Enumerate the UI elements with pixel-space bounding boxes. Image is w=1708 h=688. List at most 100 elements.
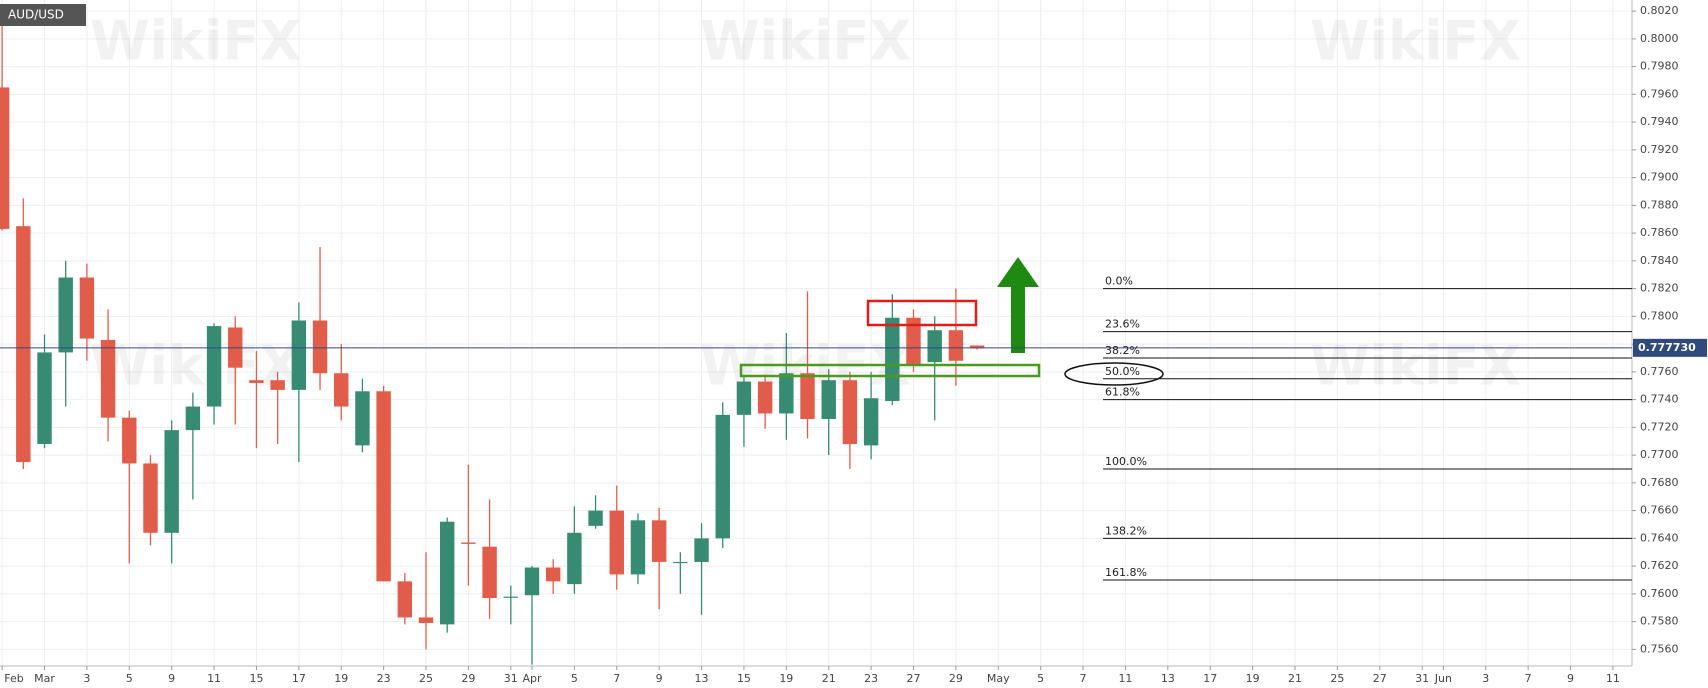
x-tick-label: 11: [207, 672, 221, 685]
candle-body: [821, 380, 836, 420]
fib-label: 161.8%: [1105, 566, 1147, 579]
y-tick-label: 0.8000: [1640, 32, 1679, 45]
y-tick-label: 0.7860: [1640, 226, 1679, 239]
y-tick-label: 0.7620: [1640, 559, 1679, 572]
x-tick-label: 15: [737, 672, 751, 685]
candle-body: [482, 546, 497, 599]
support-box: [739, 363, 1041, 378]
last-price-label: 0.777730: [1638, 341, 1696, 354]
candle-body: [397, 581, 413, 618]
candle-body: [16, 226, 31, 463]
candle-body: [567, 532, 582, 585]
fib-label: 50.0%: [1105, 365, 1140, 378]
fib-label: 100.0%: [1105, 455, 1147, 468]
candle-body: [927, 330, 942, 363]
candle-body: [885, 317, 900, 401]
candle-body: [715, 414, 730, 539]
candle-body: [524, 567, 540, 596]
x-tick-label: 19: [779, 672, 793, 685]
x-tick-label: 19: [1246, 672, 1260, 685]
y-tick-label: 0.7980: [1640, 60, 1679, 73]
x-tick-label: 9: [168, 672, 175, 685]
x-tick-label: 21: [1288, 672, 1302, 685]
candle-body: [376, 391, 391, 582]
x-tick-label: 11: [1606, 672, 1620, 685]
y-tick-label: 0.7560: [1640, 642, 1679, 655]
candle-body: [143, 463, 158, 533]
y-tick-label: 0.7640: [1640, 531, 1679, 544]
y-tick-label: 0.7940: [1640, 115, 1679, 128]
candle-body: [503, 596, 519, 598]
x-tick-label: 5: [1037, 672, 1044, 685]
y-tick-label: 0.7600: [1640, 587, 1679, 600]
x-tick-label: Mar: [34, 672, 55, 685]
x-tick-label: 31: [1415, 672, 1429, 685]
x-tick-label: 3: [83, 672, 90, 685]
candle-body: [355, 391, 370, 446]
y-tick-label: 0.7840: [1640, 254, 1679, 267]
x-tick-label: 7: [613, 672, 620, 685]
candle-body: [906, 317, 921, 365]
y-tick-label: 0.7800: [1640, 309, 1679, 322]
x-tick-label: 17: [292, 672, 306, 685]
candle-body: [58, 277, 73, 353]
last-price-tag: [1633, 338, 1707, 357]
y-tick-label: 0.7820: [1640, 282, 1679, 295]
x-tick-label: 21: [822, 672, 836, 685]
x-tick-label: 13: [695, 672, 709, 685]
candle-body: [630, 520, 646, 575]
x-tick-label: 25: [1330, 672, 1344, 685]
watermark: WikiFX: [90, 335, 301, 398]
candle-body: [779, 373, 794, 414]
x-tick-label: 29: [949, 672, 963, 685]
x-tick-label: 25: [419, 672, 433, 685]
symbol-box: [0, 4, 86, 26]
candle-body: [312, 320, 328, 374]
candle-body: [164, 430, 179, 533]
fib-label: 38.2%: [1105, 344, 1140, 357]
x-tick-label: Feb: [4, 672, 23, 685]
candle-body: [651, 520, 667, 562]
watermark: WikiFX: [700, 10, 911, 73]
watermark: WikiFX: [1310, 10, 1521, 73]
candle-body: [461, 542, 476, 544]
x-tick-label: 5: [126, 672, 133, 685]
x-tick-label: 27: [1373, 672, 1387, 685]
x-tick-label: 11: [1118, 672, 1132, 685]
candle-body: [100, 339, 116, 418]
candle-body: [79, 277, 95, 339]
x-tick-label: 17: [1203, 672, 1217, 685]
candle-body: [609, 510, 624, 575]
candle-body: [800, 373, 815, 420]
y-tick-label: 0.7680: [1640, 476, 1679, 489]
y-tick-label: 0.7920: [1640, 143, 1679, 156]
y-tick-label: 0.7900: [1640, 171, 1679, 184]
x-tick-label: 7: [1525, 672, 1532, 685]
candle-body: [545, 567, 561, 582]
y-tick-label: 0.7760: [1640, 365, 1679, 378]
x-tick-label: 15: [249, 672, 263, 685]
x-tick-label: 27: [906, 672, 920, 685]
x-tick-label: May: [987, 672, 1010, 685]
candle-body: [440, 521, 455, 625]
candle-body: [249, 380, 264, 383]
candle-body: [736, 381, 752, 415]
y-tick-label: 0.7720: [1640, 420, 1679, 433]
candle-body: [334, 373, 349, 407]
candle-body: [694, 538, 709, 562]
y-tick-label: 0.8020: [1640, 4, 1679, 17]
candle-body: [588, 510, 603, 526]
fib-label: 23.6%: [1105, 318, 1140, 331]
candle-body: [270, 380, 285, 390]
resistance-box: [866, 299, 978, 327]
x-tick-label: 9: [1567, 672, 1574, 685]
y-tick-label: 0.7660: [1640, 504, 1679, 517]
candle-body: [206, 326, 222, 407]
y-tick-label: 0.7960: [1640, 87, 1679, 100]
up-arrow-head: [997, 257, 1039, 287]
candle-body: [842, 380, 858, 444]
y-tick-label: 0.7740: [1640, 393, 1679, 406]
candle-body: [863, 398, 879, 446]
candle-body: [969, 345, 985, 349]
